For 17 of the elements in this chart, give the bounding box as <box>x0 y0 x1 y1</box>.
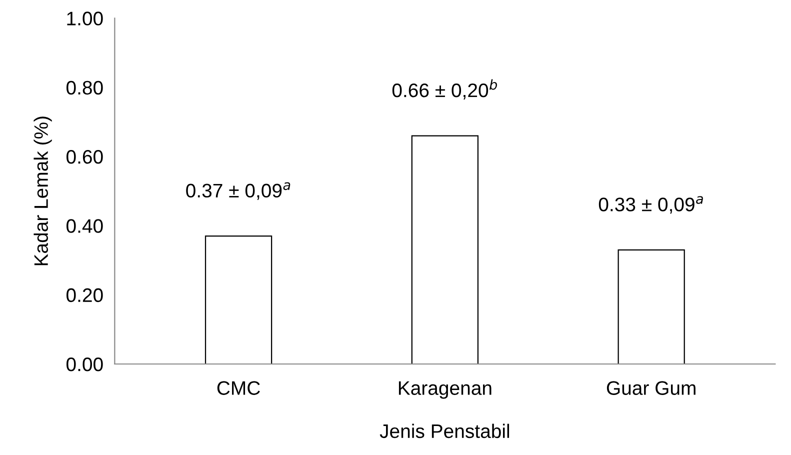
y-tick-label: 1.00 <box>67 12 103 26</box>
bar <box>204 236 272 364</box>
data-label: 0.66 ± 0,20$^{b}$ <box>392 79 497 100</box>
y-axis-title: Kadar Lemak (%) <box>34 116 52 266</box>
bar <box>411 135 479 364</box>
y-tick-label: 0.20 <box>66 288 103 302</box>
y-tick-label: 0.60 <box>66 150 103 164</box>
y-tick-label: 0.40 <box>66 219 103 233</box>
x-tick-label: Guar Gum <box>606 381 696 395</box>
x-axis-title: Jenis Penstabil <box>380 424 510 438</box>
bar <box>618 249 685 364</box>
data-label: 0.33 ± 0,09$^{a}$ <box>598 196 703 214</box>
x-tick-label: Karagenan <box>398 381 492 399</box>
y-tick-label: 0.80 <box>66 80 103 95</box>
y-tick-label: 0.00 <box>66 357 103 372</box>
data-label: 0.37 ± 0,09$^{a}$ <box>186 182 290 200</box>
x-tick-label: CMC <box>217 381 260 395</box>
